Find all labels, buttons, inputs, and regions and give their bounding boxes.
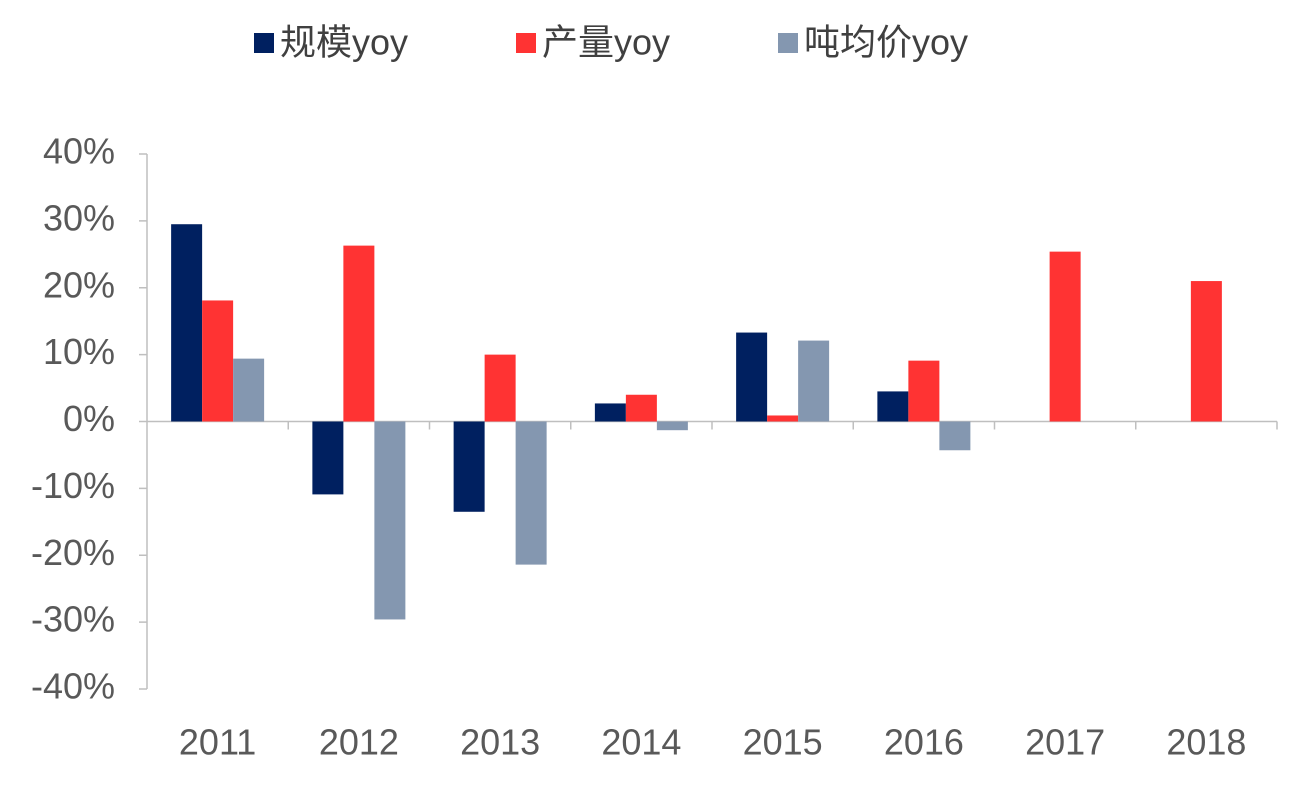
y-tick-label: 0% [63,398,115,439]
x-tick-label: 2013 [460,722,540,763]
legend-label: 产量yoy [542,22,670,63]
legend-swatch [778,33,798,53]
bar [343,245,375,422]
bar [1190,281,1222,422]
y-tick-label: -20% [31,532,115,573]
bar [594,403,626,422]
bar [171,224,203,422]
x-tick-label: 2015 [743,722,823,763]
bar [767,415,799,422]
y-tick-label: 40% [43,131,115,172]
bar [453,421,485,512]
y-tick-label: -10% [31,465,115,506]
bar [1049,251,1081,422]
x-tick-label: 2014 [601,722,681,763]
x-tick-label: 2018 [1166,722,1246,763]
x-tick-label: 2017 [1025,722,1105,763]
x-tick-label: 2016 [884,722,964,763]
legend-label: 吨均价yoy [804,22,968,63]
bar [515,421,547,565]
y-tick-label: 20% [43,264,115,305]
bar [312,421,344,495]
bar [625,394,657,422]
bar [202,300,234,422]
y-tick-label: -30% [31,599,115,640]
bar [374,421,406,620]
bar [908,360,940,422]
bar [939,421,971,451]
bar [656,421,688,431]
legend-swatch [516,33,536,53]
bar [233,358,265,422]
bar [877,391,909,422]
bar [484,354,516,422]
x-tick-label: 2012 [319,722,399,763]
bar [736,332,768,422]
legend-label: 规模yoy [280,22,408,63]
y-tick-label: 10% [43,331,115,372]
y-tick-label: 30% [43,197,115,238]
bar [798,340,830,422]
x-tick-label: 2011 [179,722,256,763]
legend-swatch [254,33,274,53]
y-tick-label: -40% [31,666,115,707]
